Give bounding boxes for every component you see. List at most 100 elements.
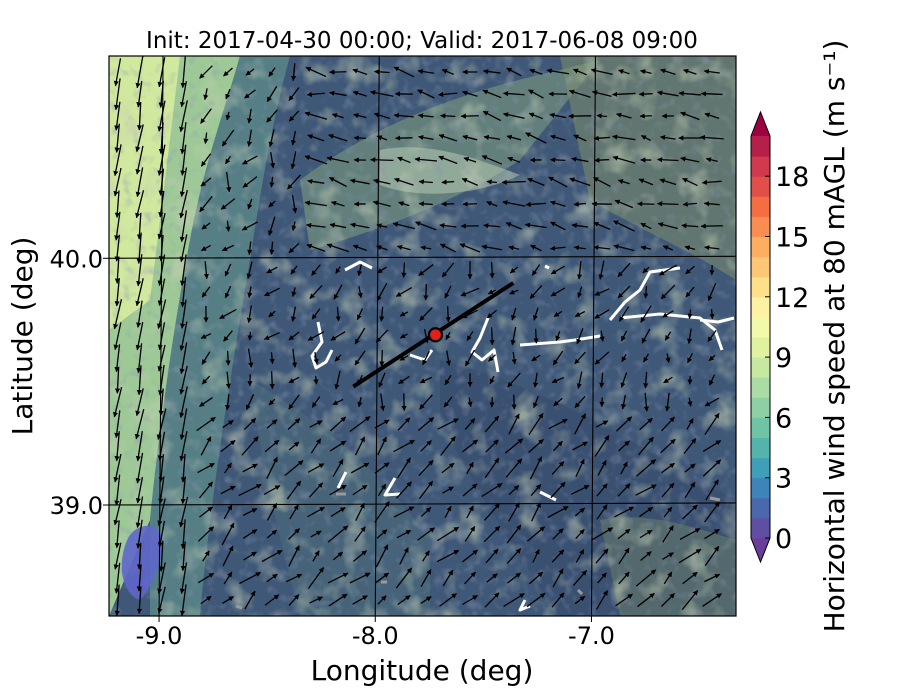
wind-vector (441, 462, 455, 474)
wind-vector (352, 244, 367, 252)
wind-vector (310, 530, 322, 538)
wind-vector (157, 562, 166, 594)
wind-vector (489, 375, 495, 385)
wind-vector (524, 222, 547, 229)
wind-vector (308, 482, 324, 498)
wind-vector (203, 132, 209, 144)
colorbar-segment (751, 216, 770, 237)
wind-vector (353, 113, 367, 119)
wind-vector (678, 548, 702, 564)
wind-vector (373, 112, 390, 120)
wind-vector (113, 322, 122, 351)
wind-vector (158, 454, 165, 483)
wind-vector (569, 177, 591, 187)
wind-vector (704, 528, 720, 540)
wind-vector (531, 354, 541, 362)
wind-vector (505, 222, 523, 230)
wind-vector (135, 476, 144, 504)
wind-vector (377, 266, 387, 274)
wind-vector (180, 541, 186, 572)
wind-vector (374, 501, 390, 523)
wind-vector (180, 122, 187, 155)
wind-vector (573, 245, 586, 251)
wind-vector (241, 436, 259, 456)
meridian-line (374, 55, 380, 617)
wind-vector (642, 353, 650, 363)
colorbar-segment (751, 337, 770, 358)
wind-vector (661, 462, 675, 474)
wind-vector (114, 190, 120, 218)
wind-vector (415, 221, 437, 231)
wind-vector (599, 372, 605, 389)
wind-vector (288, 545, 300, 567)
wind-vector (247, 348, 254, 368)
wind-vector (483, 525, 501, 543)
wind-vector (113, 299, 123, 330)
wind-vector (484, 592, 500, 608)
wind-vector (576, 328, 584, 345)
wind-vector (179, 234, 188, 263)
cross-section-overlay (352, 281, 515, 389)
chart-title: Init: 2017-04-30 00:00; Valid: 2017-06-0… (146, 28, 698, 54)
wind-vector (203, 261, 209, 280)
wind-vector (326, 156, 350, 164)
wind-vector (575, 458, 585, 478)
wind-vector (464, 418, 476, 430)
wind-vector (330, 331, 346, 341)
wind-vector (551, 461, 565, 475)
wind-vector (574, 595, 586, 605)
wind-vector (332, 398, 344, 406)
wind-vector (225, 111, 231, 121)
wind-vector (596, 113, 608, 119)
wind-vector (506, 524, 522, 544)
wind-vector (705, 479, 719, 501)
y-axis-label: Latitude (deg) (6, 237, 39, 436)
wind-vector (665, 353, 671, 364)
wind-vector (114, 277, 120, 307)
x-tick-label: -9.0 (136, 622, 183, 650)
wind-vector (329, 484, 347, 496)
wind-vector (488, 354, 496, 362)
wind-vector (135, 496, 144, 528)
wind-vector (158, 388, 164, 416)
wind-vector (467, 397, 473, 408)
colorbar-segment (751, 497, 770, 519)
colorbar-segment (751, 477, 770, 499)
wind-vector (444, 285, 452, 299)
wind-vector (304, 111, 328, 120)
wind-vector (593, 244, 611, 251)
x-axis-label: Longitude (deg) (311, 654, 534, 687)
wind-vector (379, 349, 385, 367)
wind-vector (266, 419, 278, 429)
wind-vector (136, 80, 143, 108)
wind-vector (370, 157, 394, 163)
wind-vector (356, 308, 364, 321)
wind-vector (460, 287, 480, 297)
wind-vector (438, 91, 458, 98)
wind-vector (528, 112, 543, 120)
wind-vector (223, 330, 233, 342)
wind-vector (481, 482, 503, 498)
wind-vector (576, 371, 583, 389)
parallel-line (108, 502, 737, 506)
wind-vector (201, 286, 211, 298)
wind-vector (418, 134, 434, 141)
wind-vector (529, 456, 543, 480)
meridian-line (590, 55, 597, 617)
wind-vector (444, 505, 452, 519)
wind-vector (701, 179, 722, 185)
wind-vector (443, 396, 453, 408)
wind-vector (225, 371, 231, 389)
wind-vector (687, 397, 693, 407)
wind-vector (180, 299, 187, 329)
wind-vector (245, 394, 255, 411)
wind-vector (350, 462, 370, 474)
wind-vector (328, 133, 348, 142)
wind-vector (417, 527, 435, 541)
wind-vector (530, 484, 542, 496)
wind-vector (462, 201, 478, 207)
wind-vector (307, 178, 325, 185)
wind-vector (575, 529, 585, 539)
colorbar-segment (751, 276, 770, 298)
wind-vector (527, 177, 545, 186)
